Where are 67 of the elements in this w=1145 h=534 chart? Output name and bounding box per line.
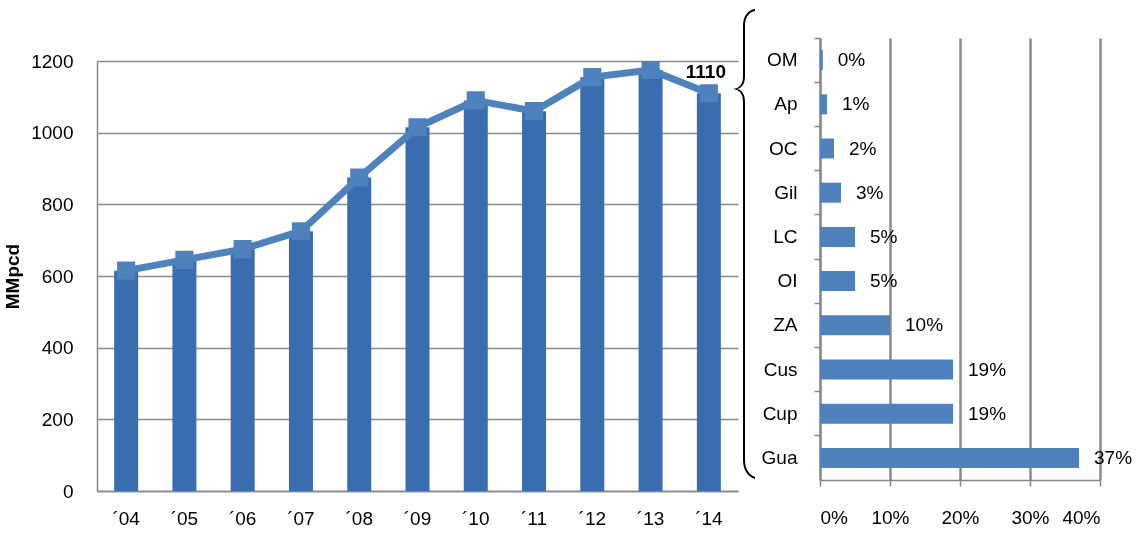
bar xyxy=(288,231,313,491)
data-label: 2% xyxy=(849,137,877,159)
point xyxy=(641,60,660,80)
bar xyxy=(172,259,197,491)
x-tick-label: ´10 xyxy=(462,507,490,529)
y-tick-label: Gua xyxy=(761,446,798,468)
x-tick-label: ´07 xyxy=(287,507,315,529)
point xyxy=(350,168,369,187)
bar xyxy=(347,177,372,491)
y-tick-label: Ap xyxy=(774,93,798,115)
data-label: 10% xyxy=(905,314,944,336)
bar xyxy=(638,69,663,491)
y-tick-label: 200 xyxy=(41,408,74,430)
x-tick-label: ´12 xyxy=(578,507,607,529)
point xyxy=(117,261,136,280)
y-tick-label: 0 xyxy=(62,480,74,502)
x-tick-label: 20% xyxy=(941,506,980,528)
data-label: 5% xyxy=(870,270,898,292)
bar xyxy=(114,270,139,491)
x-tick-label: ´14 xyxy=(695,507,724,529)
y-tick-label: Cup xyxy=(762,402,798,424)
data-label: 19% xyxy=(968,402,1007,424)
y-tick-label: Gil xyxy=(774,181,798,203)
bar xyxy=(230,249,255,491)
point xyxy=(699,84,718,103)
bar xyxy=(463,100,488,491)
data-label: 5% xyxy=(870,225,898,247)
x-tick-label: ´04 xyxy=(112,507,141,529)
y-tick-label: 400 xyxy=(41,337,74,359)
y-tick-label: ZA xyxy=(773,314,798,336)
y-tick-label: Cus xyxy=(763,358,798,380)
y-tick-label: OC xyxy=(769,137,798,159)
x-tick-label: 30% xyxy=(1011,506,1050,528)
bar xyxy=(405,127,430,491)
data-label: 0% xyxy=(837,49,866,71)
data-label: 19% xyxy=(968,358,1007,380)
y-tick-label: OM xyxy=(766,49,798,71)
point xyxy=(524,102,544,121)
point xyxy=(408,118,427,137)
x-tick-label: 40% xyxy=(1062,506,1101,528)
y-tick-label: 800 xyxy=(41,193,74,215)
data-label: 3% xyxy=(856,181,884,203)
point xyxy=(466,91,485,110)
point xyxy=(233,240,252,259)
point xyxy=(175,250,194,269)
point xyxy=(291,222,311,241)
x-tick-label: ´09 xyxy=(403,507,432,529)
point xyxy=(583,68,602,87)
y-tick-label: 600 xyxy=(41,265,74,287)
data-label: 1% xyxy=(842,93,870,115)
x-tick-label: ´05 xyxy=(170,507,199,529)
bar xyxy=(522,111,547,491)
x-tick-label: 10% xyxy=(871,506,910,528)
data-label: 1110 xyxy=(685,61,726,83)
bar xyxy=(696,93,721,491)
y-tick-label: 1000 xyxy=(31,122,74,144)
x-tick-label: 0% xyxy=(820,506,849,528)
y-tick-label: LC xyxy=(773,225,798,247)
bar xyxy=(580,77,605,491)
x-tick-label: ´08 xyxy=(345,507,373,529)
x-tick-label: ´11 xyxy=(521,507,548,529)
y-tick-label: 1200 xyxy=(31,50,74,72)
x-tick-label: ´06 xyxy=(228,507,257,529)
y-axis-title: MMpcd xyxy=(2,243,24,310)
x-tick-label: ´13 xyxy=(636,507,665,529)
y-tick-label: OI xyxy=(777,270,798,292)
data-label: 37% xyxy=(1094,446,1133,468)
